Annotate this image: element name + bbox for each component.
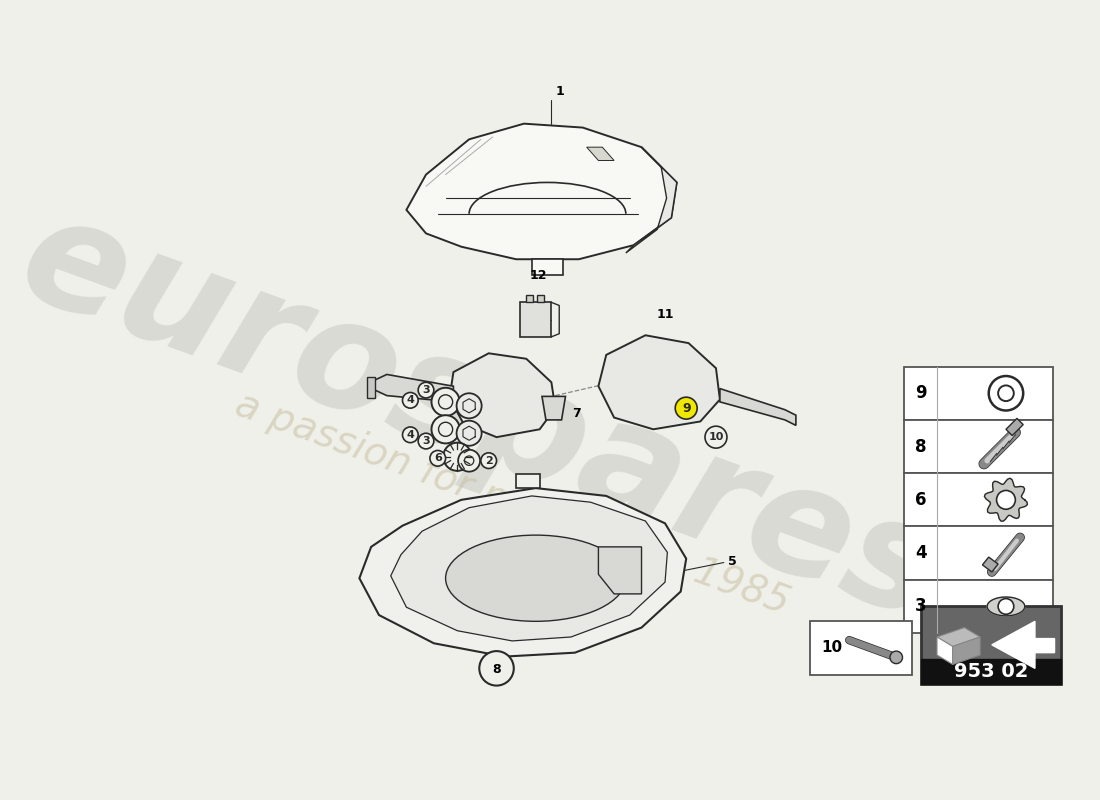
Circle shape (997, 490, 1015, 510)
Polygon shape (375, 374, 453, 402)
Bar (922, 659, 1060, 684)
Circle shape (481, 453, 496, 469)
Text: 4: 4 (406, 430, 415, 440)
Text: 11: 11 (657, 308, 674, 321)
Text: 1: 1 (556, 85, 564, 98)
Text: 6: 6 (915, 491, 926, 509)
Circle shape (989, 376, 1023, 410)
Polygon shape (520, 302, 551, 337)
Circle shape (418, 434, 433, 449)
Polygon shape (992, 622, 1055, 668)
Circle shape (705, 426, 727, 448)
Text: 12: 12 (529, 269, 547, 282)
Text: 10: 10 (708, 432, 724, 442)
Circle shape (439, 422, 452, 436)
Circle shape (439, 395, 452, 409)
Circle shape (458, 450, 480, 472)
Text: 3: 3 (422, 436, 430, 446)
Text: a passion for parts since 1985: a passion for parts since 1985 (230, 386, 794, 622)
Polygon shape (982, 557, 998, 572)
Circle shape (675, 397, 697, 419)
Text: 7: 7 (572, 407, 581, 420)
Text: 3: 3 (915, 598, 926, 615)
Bar (904, 420, 1053, 473)
Text: 4: 4 (406, 395, 415, 406)
Text: 953 02: 953 02 (954, 662, 1028, 681)
Text: 2: 2 (485, 456, 493, 466)
Circle shape (464, 456, 474, 466)
Text: 10: 10 (821, 641, 843, 655)
Bar (810, 622, 912, 674)
Circle shape (456, 394, 482, 418)
Circle shape (890, 651, 902, 664)
Polygon shape (626, 147, 676, 253)
Circle shape (998, 598, 1014, 614)
Polygon shape (406, 124, 676, 259)
Polygon shape (598, 547, 641, 594)
Text: 6: 6 (433, 454, 442, 463)
Bar (904, 366, 1053, 420)
Circle shape (480, 651, 514, 686)
Polygon shape (360, 488, 686, 657)
Bar (904, 580, 1053, 633)
Circle shape (403, 427, 418, 442)
Polygon shape (984, 478, 1027, 522)
Bar (904, 526, 1053, 580)
Text: 4: 4 (915, 544, 926, 562)
Bar (904, 473, 1053, 526)
Circle shape (418, 382, 433, 398)
Ellipse shape (446, 535, 626, 622)
Polygon shape (542, 396, 565, 420)
Polygon shape (598, 335, 719, 430)
Circle shape (431, 388, 460, 416)
Polygon shape (390, 496, 668, 641)
Text: 3: 3 (422, 385, 430, 395)
Polygon shape (537, 294, 543, 302)
Polygon shape (987, 597, 1025, 616)
Polygon shape (526, 294, 532, 302)
Circle shape (431, 415, 460, 443)
Polygon shape (937, 627, 980, 646)
Circle shape (456, 421, 482, 446)
Polygon shape (450, 354, 556, 437)
Text: 8: 8 (492, 663, 500, 677)
Text: 8: 8 (915, 438, 926, 455)
Text: 5: 5 (728, 555, 737, 568)
Circle shape (443, 442, 472, 471)
Polygon shape (531, 259, 563, 275)
Circle shape (998, 386, 1014, 401)
Bar (922, 606, 1060, 684)
Polygon shape (953, 637, 980, 665)
Text: 9: 9 (682, 402, 691, 414)
Polygon shape (367, 377, 375, 398)
Circle shape (403, 393, 418, 408)
Text: eurospares: eurospares (1, 182, 960, 653)
Polygon shape (516, 474, 540, 488)
Polygon shape (586, 147, 614, 161)
Polygon shape (1006, 418, 1023, 435)
Polygon shape (937, 637, 953, 665)
Polygon shape (719, 389, 796, 426)
Circle shape (430, 450, 446, 466)
Text: 9: 9 (915, 384, 926, 402)
